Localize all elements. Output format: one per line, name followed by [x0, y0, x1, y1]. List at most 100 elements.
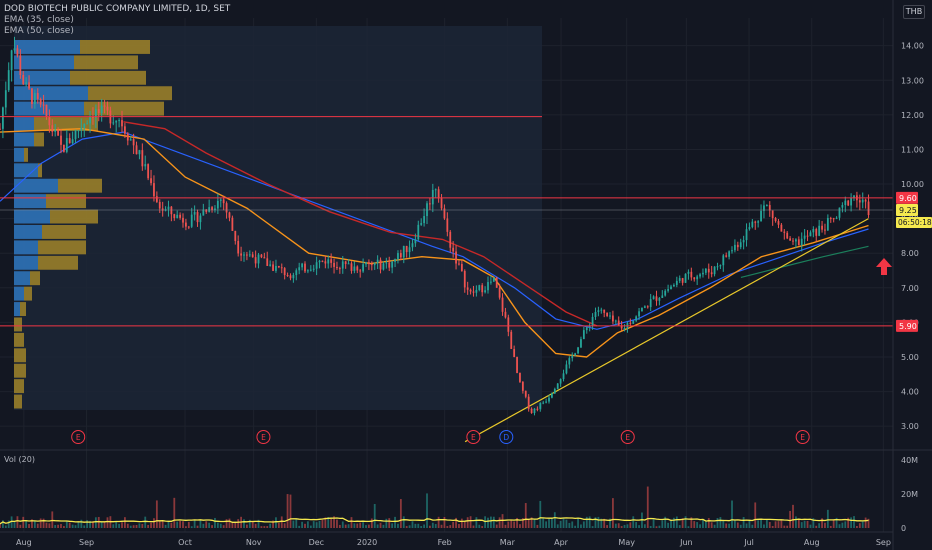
volume-bar — [359, 522, 362, 528]
candle-body — [504, 311, 507, 318]
volume-bar — [763, 524, 765, 528]
candle-body — [556, 383, 559, 389]
volume-bar — [678, 525, 681, 528]
volume-bar — [150, 522, 152, 528]
profile-bar-blue — [14, 70, 70, 85]
indicator-ema-35[interactable]: EMA (35, close) — [4, 15, 74, 25]
x-tick-label: Feb — [438, 538, 452, 547]
candle-body — [786, 232, 789, 239]
volume-bar — [626, 524, 629, 528]
candle-body — [510, 331, 513, 349]
volume-bar — [521, 518, 524, 528]
indicator-ema-50[interactable]: EMA (50, close) — [4, 26, 74, 36]
volume-bar — [513, 521, 516, 528]
candle-body — [565, 364, 568, 374]
dividend-marker — [499, 430, 514, 444]
volume-bar — [516, 517, 518, 528]
candle-body — [376, 259, 379, 263]
x-tick-label: Jul — [743, 538, 754, 547]
earnings-marker — [256, 430, 271, 444]
volume-bar — [115, 521, 118, 528]
candle-body — [222, 199, 225, 204]
candle-body — [353, 266, 356, 271]
candle-body — [216, 200, 219, 209]
volume-bar — [736, 522, 739, 528]
candle-body — [205, 209, 208, 212]
candle-body — [338, 268, 341, 270]
volume-bar — [338, 524, 341, 528]
candle-body — [667, 289, 670, 291]
volume-bar — [147, 524, 150, 528]
volume-bar — [199, 520, 202, 528]
volume-bar — [365, 525, 367, 528]
y-tick-label: 5.00 — [901, 353, 919, 362]
candle-body — [678, 278, 681, 281]
candle-body — [80, 127, 83, 131]
volume-bar — [2, 520, 4, 528]
candle-body — [597, 310, 600, 312]
candle-body — [545, 401, 548, 403]
candle-body — [501, 297, 504, 312]
volume-bar — [612, 498, 614, 528]
volume-bar — [434, 524, 437, 528]
candle-body — [36, 93, 39, 99]
volume-bar — [257, 519, 260, 528]
level-price-label: 5.90 — [899, 322, 917, 331]
earnings-marker — [466, 430, 481, 444]
profile-bar-blue — [14, 255, 38, 270]
candle-body — [577, 347, 579, 354]
candle-body — [533, 408, 536, 414]
volume-bar — [222, 525, 225, 528]
earnings-marker — [795, 430, 810, 444]
volume-bar — [449, 525, 452, 528]
level-price-tag — [896, 191, 918, 204]
candle-body — [609, 315, 611, 317]
volume-bar — [362, 522, 364, 528]
volume-bar — [722, 519, 725, 528]
horizontal-levels[interactable] — [0, 116, 893, 327]
candle-body — [150, 178, 152, 184]
volume-bar — [153, 518, 155, 528]
volume-bar — [478, 524, 481, 528]
volume-bar — [458, 523, 460, 528]
candle-body — [580, 339, 582, 348]
volume-bar — [507, 521, 510, 528]
y-tick-label: 12.00 — [901, 111, 924, 120]
event-markers[interactable]: E E E E ED — [71, 430, 810, 444]
volume-bar — [455, 517, 457, 528]
volume-bar — [542, 517, 545, 528]
candle-body — [295, 270, 298, 276]
volume-bar — [481, 526, 484, 528]
volume-bar — [275, 517, 277, 528]
up-arrow-icon — [876, 258, 892, 275]
candle-body — [475, 289, 478, 293]
volume-bar — [559, 520, 562, 528]
volume-bar — [385, 518, 388, 528]
candle-body — [266, 258, 269, 266]
volume-bar — [681, 518, 684, 528]
candle-body — [304, 263, 306, 272]
volume-bar — [661, 520, 664, 528]
profile-bar-blue — [14, 55, 74, 70]
profile-bar-gold — [14, 332, 24, 347]
profile-bar-blue — [14, 240, 38, 255]
candle-body — [443, 208, 446, 219]
volume-bar — [487, 517, 489, 528]
volume-bar — [867, 518, 870, 528]
volume-bar — [617, 523, 620, 528]
profile-bar-gold — [42, 225, 86, 239]
earnings-marker-label: E — [800, 433, 805, 442]
candle-body — [100, 105, 103, 114]
candle-body — [588, 325, 591, 328]
volume-bar — [551, 517, 553, 528]
volume-bar — [179, 520, 181, 528]
candle-body — [687, 271, 690, 274]
volume-bar — [585, 516, 588, 528]
candle-body — [341, 261, 344, 269]
currency-badge[interactable]: THB — [903, 5, 925, 19]
volume-bar — [623, 524, 626, 528]
candle-body — [94, 109, 97, 118]
volume-bar — [835, 517, 838, 528]
candle-body — [739, 242, 742, 248]
